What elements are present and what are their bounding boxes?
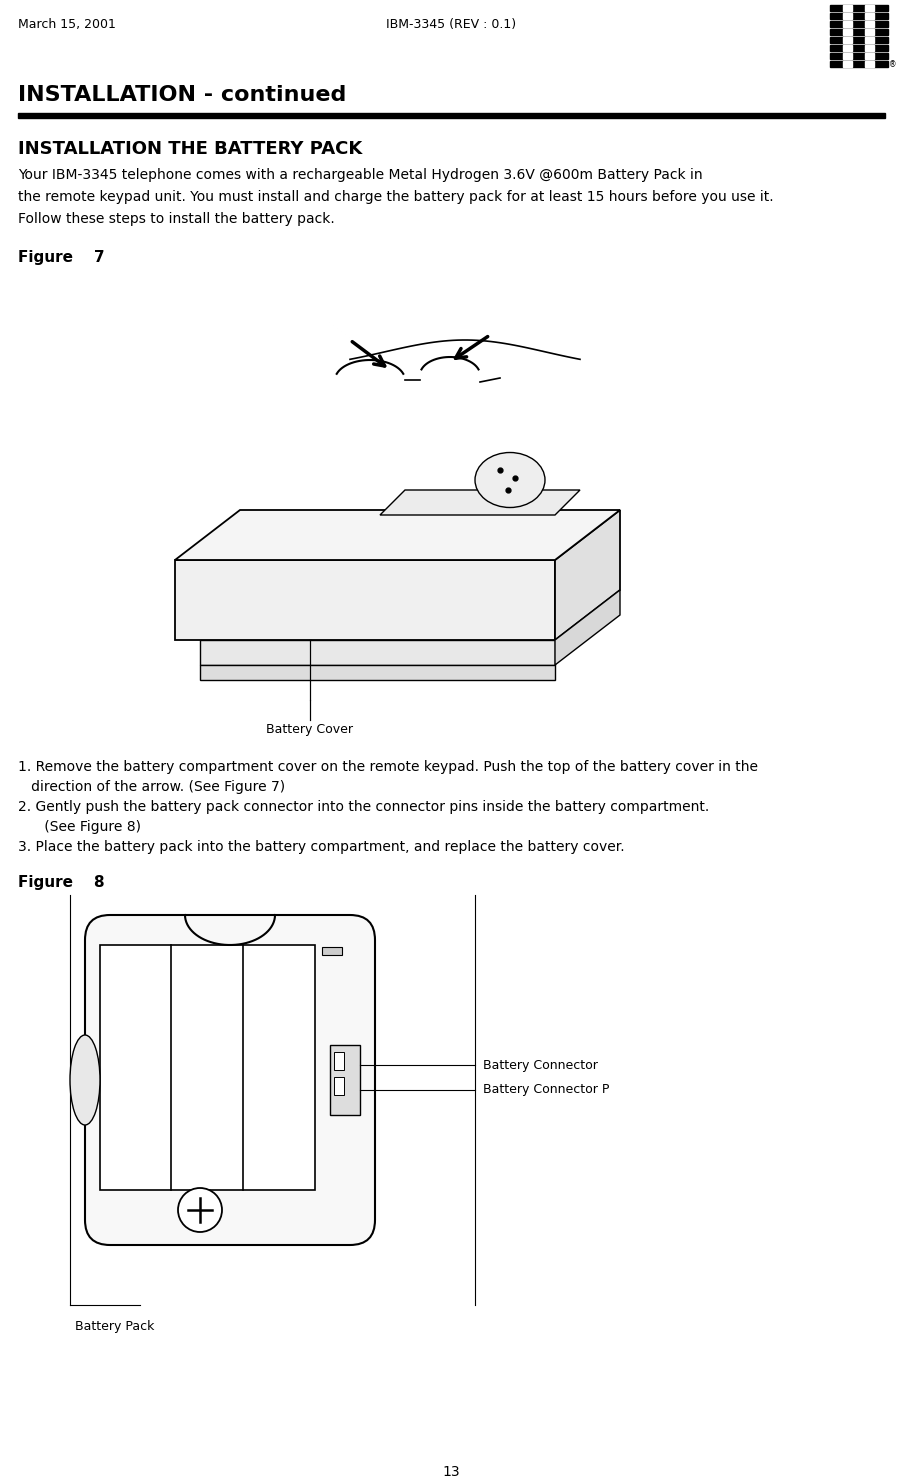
Bar xyxy=(842,53,851,59)
Text: Your IBM-3345 telephone comes with a rechargeable Metal Hydrogen 3.6V @600m Batt: Your IBM-3345 telephone comes with a rec… xyxy=(18,167,702,182)
Bar xyxy=(334,1052,344,1070)
Text: March 15, 2001: March 15, 2001 xyxy=(18,18,115,31)
Text: ®: ® xyxy=(888,59,896,70)
Text: Figure    7: Figure 7 xyxy=(18,250,105,265)
Bar xyxy=(829,61,887,67)
Bar xyxy=(864,61,873,67)
Bar xyxy=(864,21,873,27)
Text: INSTALLATION THE BATTERY PACK: INSTALLATION THE BATTERY PACK xyxy=(18,139,362,159)
Text: Battery Cover: Battery Cover xyxy=(266,723,353,737)
Polygon shape xyxy=(555,510,620,640)
Polygon shape xyxy=(175,560,555,640)
Bar xyxy=(864,44,873,50)
Text: Follow these steps to install the battery pack.: Follow these steps to install the batter… xyxy=(18,212,335,225)
Bar xyxy=(842,21,851,27)
Bar xyxy=(864,4,873,10)
Polygon shape xyxy=(555,590,620,665)
Bar xyxy=(829,53,887,59)
Bar xyxy=(334,1077,344,1095)
Bar xyxy=(842,61,851,67)
Bar xyxy=(829,30,887,36)
Bar xyxy=(842,13,851,19)
Text: (See Figure 8): (See Figure 8) xyxy=(18,820,141,834)
Bar xyxy=(322,947,342,954)
Bar xyxy=(829,13,887,19)
Text: 13: 13 xyxy=(442,1466,459,1479)
Bar xyxy=(864,13,873,19)
Text: the remote keypad unit. You must install and charge the battery pack for at leas: the remote keypad unit. You must install… xyxy=(18,190,773,205)
Ellipse shape xyxy=(70,1034,100,1125)
Bar xyxy=(829,44,887,50)
Text: IBM-3345 (REV : 0.1): IBM-3345 (REV : 0.1) xyxy=(385,18,515,31)
Text: Battery Pack: Battery Pack xyxy=(75,1320,154,1332)
Bar xyxy=(864,37,873,43)
Text: 3. Place the battery pack into the battery compartment, and replace the battery : 3. Place the battery pack into the batte… xyxy=(18,840,624,854)
FancyBboxPatch shape xyxy=(85,914,374,1245)
Text: Figure    8: Figure 8 xyxy=(18,874,105,891)
Bar xyxy=(18,113,884,119)
Ellipse shape xyxy=(474,452,545,507)
Text: 1. Remove the battery compartment cover on the remote keypad. Push the top of th: 1. Remove the battery compartment cover … xyxy=(18,760,757,774)
Bar xyxy=(842,4,851,10)
Bar xyxy=(829,4,887,10)
Bar xyxy=(329,1045,360,1114)
Polygon shape xyxy=(199,665,555,680)
Bar xyxy=(842,37,851,43)
Text: direction of the arrow. (See Figure 7): direction of the arrow. (See Figure 7) xyxy=(18,780,285,794)
Text: 2. Gently push the battery pack connector into the connector pins inside the bat: 2. Gently push the battery pack connecto… xyxy=(18,800,708,814)
Text: Battery Connector P: Battery Connector P xyxy=(483,1083,609,1097)
Polygon shape xyxy=(380,491,579,516)
Polygon shape xyxy=(199,640,555,665)
Circle shape xyxy=(178,1189,222,1232)
Bar xyxy=(842,44,851,50)
Bar xyxy=(842,30,851,36)
Bar xyxy=(829,37,887,43)
Bar xyxy=(864,53,873,59)
Polygon shape xyxy=(175,510,620,560)
Bar xyxy=(864,30,873,36)
Bar xyxy=(829,21,887,27)
Bar xyxy=(100,946,315,1190)
Text: Battery Connector: Battery Connector xyxy=(483,1058,597,1071)
Text: INSTALLATION - continued: INSTALLATION - continued xyxy=(18,84,346,105)
